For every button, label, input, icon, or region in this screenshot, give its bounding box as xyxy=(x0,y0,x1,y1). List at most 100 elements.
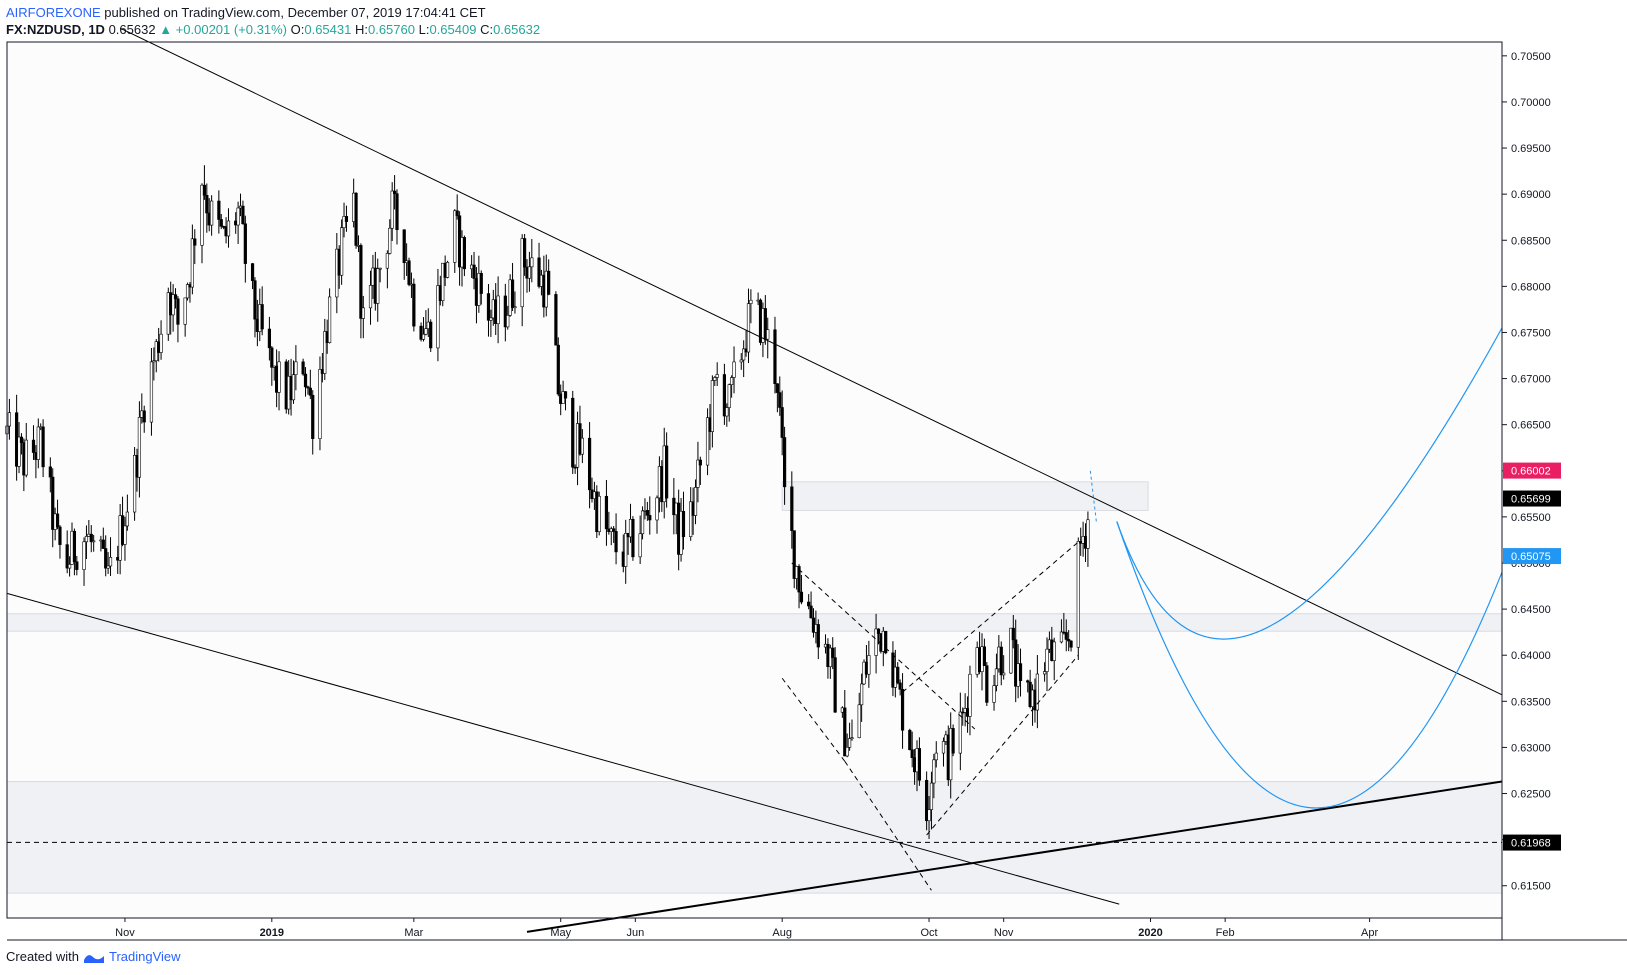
candle-body xyxy=(217,200,221,220)
candle-body xyxy=(277,361,281,393)
candle-body xyxy=(318,369,322,439)
candle-body xyxy=(226,220,231,237)
candle-body xyxy=(725,407,729,417)
candle-body xyxy=(958,711,962,754)
price-tick-label: 0.66500 xyxy=(1511,420,1551,432)
time-tick-label: Mar xyxy=(404,927,423,939)
candle-body xyxy=(693,487,698,516)
candle-body xyxy=(522,238,527,268)
candle-body xyxy=(327,296,332,343)
candle-body xyxy=(857,704,861,739)
candle-body xyxy=(260,304,264,330)
candle-body xyxy=(715,374,719,378)
candle-body xyxy=(580,437,584,455)
candle-body xyxy=(106,565,110,569)
trendlines-layer xyxy=(6,27,1503,933)
candle-body xyxy=(867,655,871,675)
candle-body xyxy=(479,273,483,294)
candle-body xyxy=(193,238,197,246)
candle-body xyxy=(874,628,878,656)
candle-body xyxy=(780,407,784,438)
candle-body xyxy=(462,237,467,270)
candle-body xyxy=(537,257,541,287)
candle-body xyxy=(968,673,972,717)
candle-body xyxy=(294,361,298,376)
candle-body xyxy=(486,293,491,321)
tradingview-logo-icon xyxy=(83,954,104,963)
price-badge xyxy=(1503,462,1561,479)
candle-body xyxy=(1064,632,1068,640)
candle-body xyxy=(1067,639,1071,642)
price-badge xyxy=(1503,490,1561,507)
close-value: 0.65632 xyxy=(493,22,541,37)
candle-body xyxy=(407,260,411,285)
price-tick-label: 0.68000 xyxy=(1511,281,1551,293)
candle-body xyxy=(614,531,618,553)
candle-body xyxy=(173,294,178,300)
candle-body xyxy=(361,307,365,319)
candle-body xyxy=(1069,640,1073,648)
candle-body xyxy=(390,190,394,229)
candle-body xyxy=(520,238,524,308)
candle-body xyxy=(84,536,89,543)
candle-body xyxy=(809,605,813,619)
candle-body xyxy=(876,628,881,634)
candle-body xyxy=(900,689,905,731)
candle-body xyxy=(722,374,727,417)
candle-body xyxy=(51,476,55,530)
candle-body xyxy=(1014,639,1018,687)
candle-body xyxy=(730,377,734,385)
candle-body xyxy=(710,380,714,432)
time-tick-label: Aug xyxy=(772,927,792,939)
candle-body xyxy=(799,591,804,603)
created-with-label: Created with xyxy=(6,949,79,964)
candle-body xyxy=(378,267,382,270)
candle-body xyxy=(1026,680,1030,683)
candle-body xyxy=(41,426,45,468)
candle-body xyxy=(713,377,717,381)
candle-body xyxy=(270,347,274,368)
candle-body xyxy=(202,184,207,196)
candle-body xyxy=(171,294,175,316)
candle-body xyxy=(308,387,312,396)
symbol-label[interactable]: FX:NZDUSD, 1D xyxy=(6,22,105,37)
candle-body xyxy=(604,495,609,530)
candle-body xyxy=(142,410,146,423)
candle-body xyxy=(778,392,782,408)
tradingview-link[interactable]: TradingView xyxy=(108,949,181,964)
pattern-dashed-line xyxy=(926,654,1079,836)
candle-body xyxy=(291,374,296,401)
candle-body xyxy=(267,328,272,349)
candle-body xyxy=(746,303,751,353)
candle-body xyxy=(773,329,777,385)
candle-body xyxy=(424,328,428,335)
price-badge-label: 0.61968 xyxy=(1511,838,1551,850)
footer: Created with TradingView xyxy=(6,949,181,964)
candle-body xyxy=(354,192,358,246)
candle-body xyxy=(1052,641,1056,661)
candle-body xyxy=(183,297,187,325)
candle-body xyxy=(807,601,811,607)
candle-body xyxy=(210,200,214,226)
candle-body xyxy=(219,219,223,227)
candle-body xyxy=(200,184,204,246)
low-value: 0.65409 xyxy=(429,22,477,37)
candle-body xyxy=(89,533,93,543)
candle-body xyxy=(766,329,770,340)
candle-body xyxy=(896,666,900,684)
candle-body xyxy=(185,284,190,299)
candle-body xyxy=(489,317,493,321)
candle-body xyxy=(311,394,315,439)
candle-body xyxy=(547,270,551,295)
candle-body xyxy=(994,668,999,687)
candle-body xyxy=(1045,648,1049,672)
time-axis[interactable]: Nov 2019 Mar May Jun Aug Oct Nov 2020 Feb Apr xyxy=(115,918,1378,939)
candle-body xyxy=(910,749,914,758)
change-value: ▲ +0.00201 (+0.31%) xyxy=(159,22,287,37)
author-link[interactable]: AIRFOREXONE xyxy=(6,5,101,20)
candle-body xyxy=(506,315,510,328)
candle-body xyxy=(742,348,746,361)
candle-body xyxy=(999,646,1003,676)
candle-body xyxy=(250,263,255,281)
